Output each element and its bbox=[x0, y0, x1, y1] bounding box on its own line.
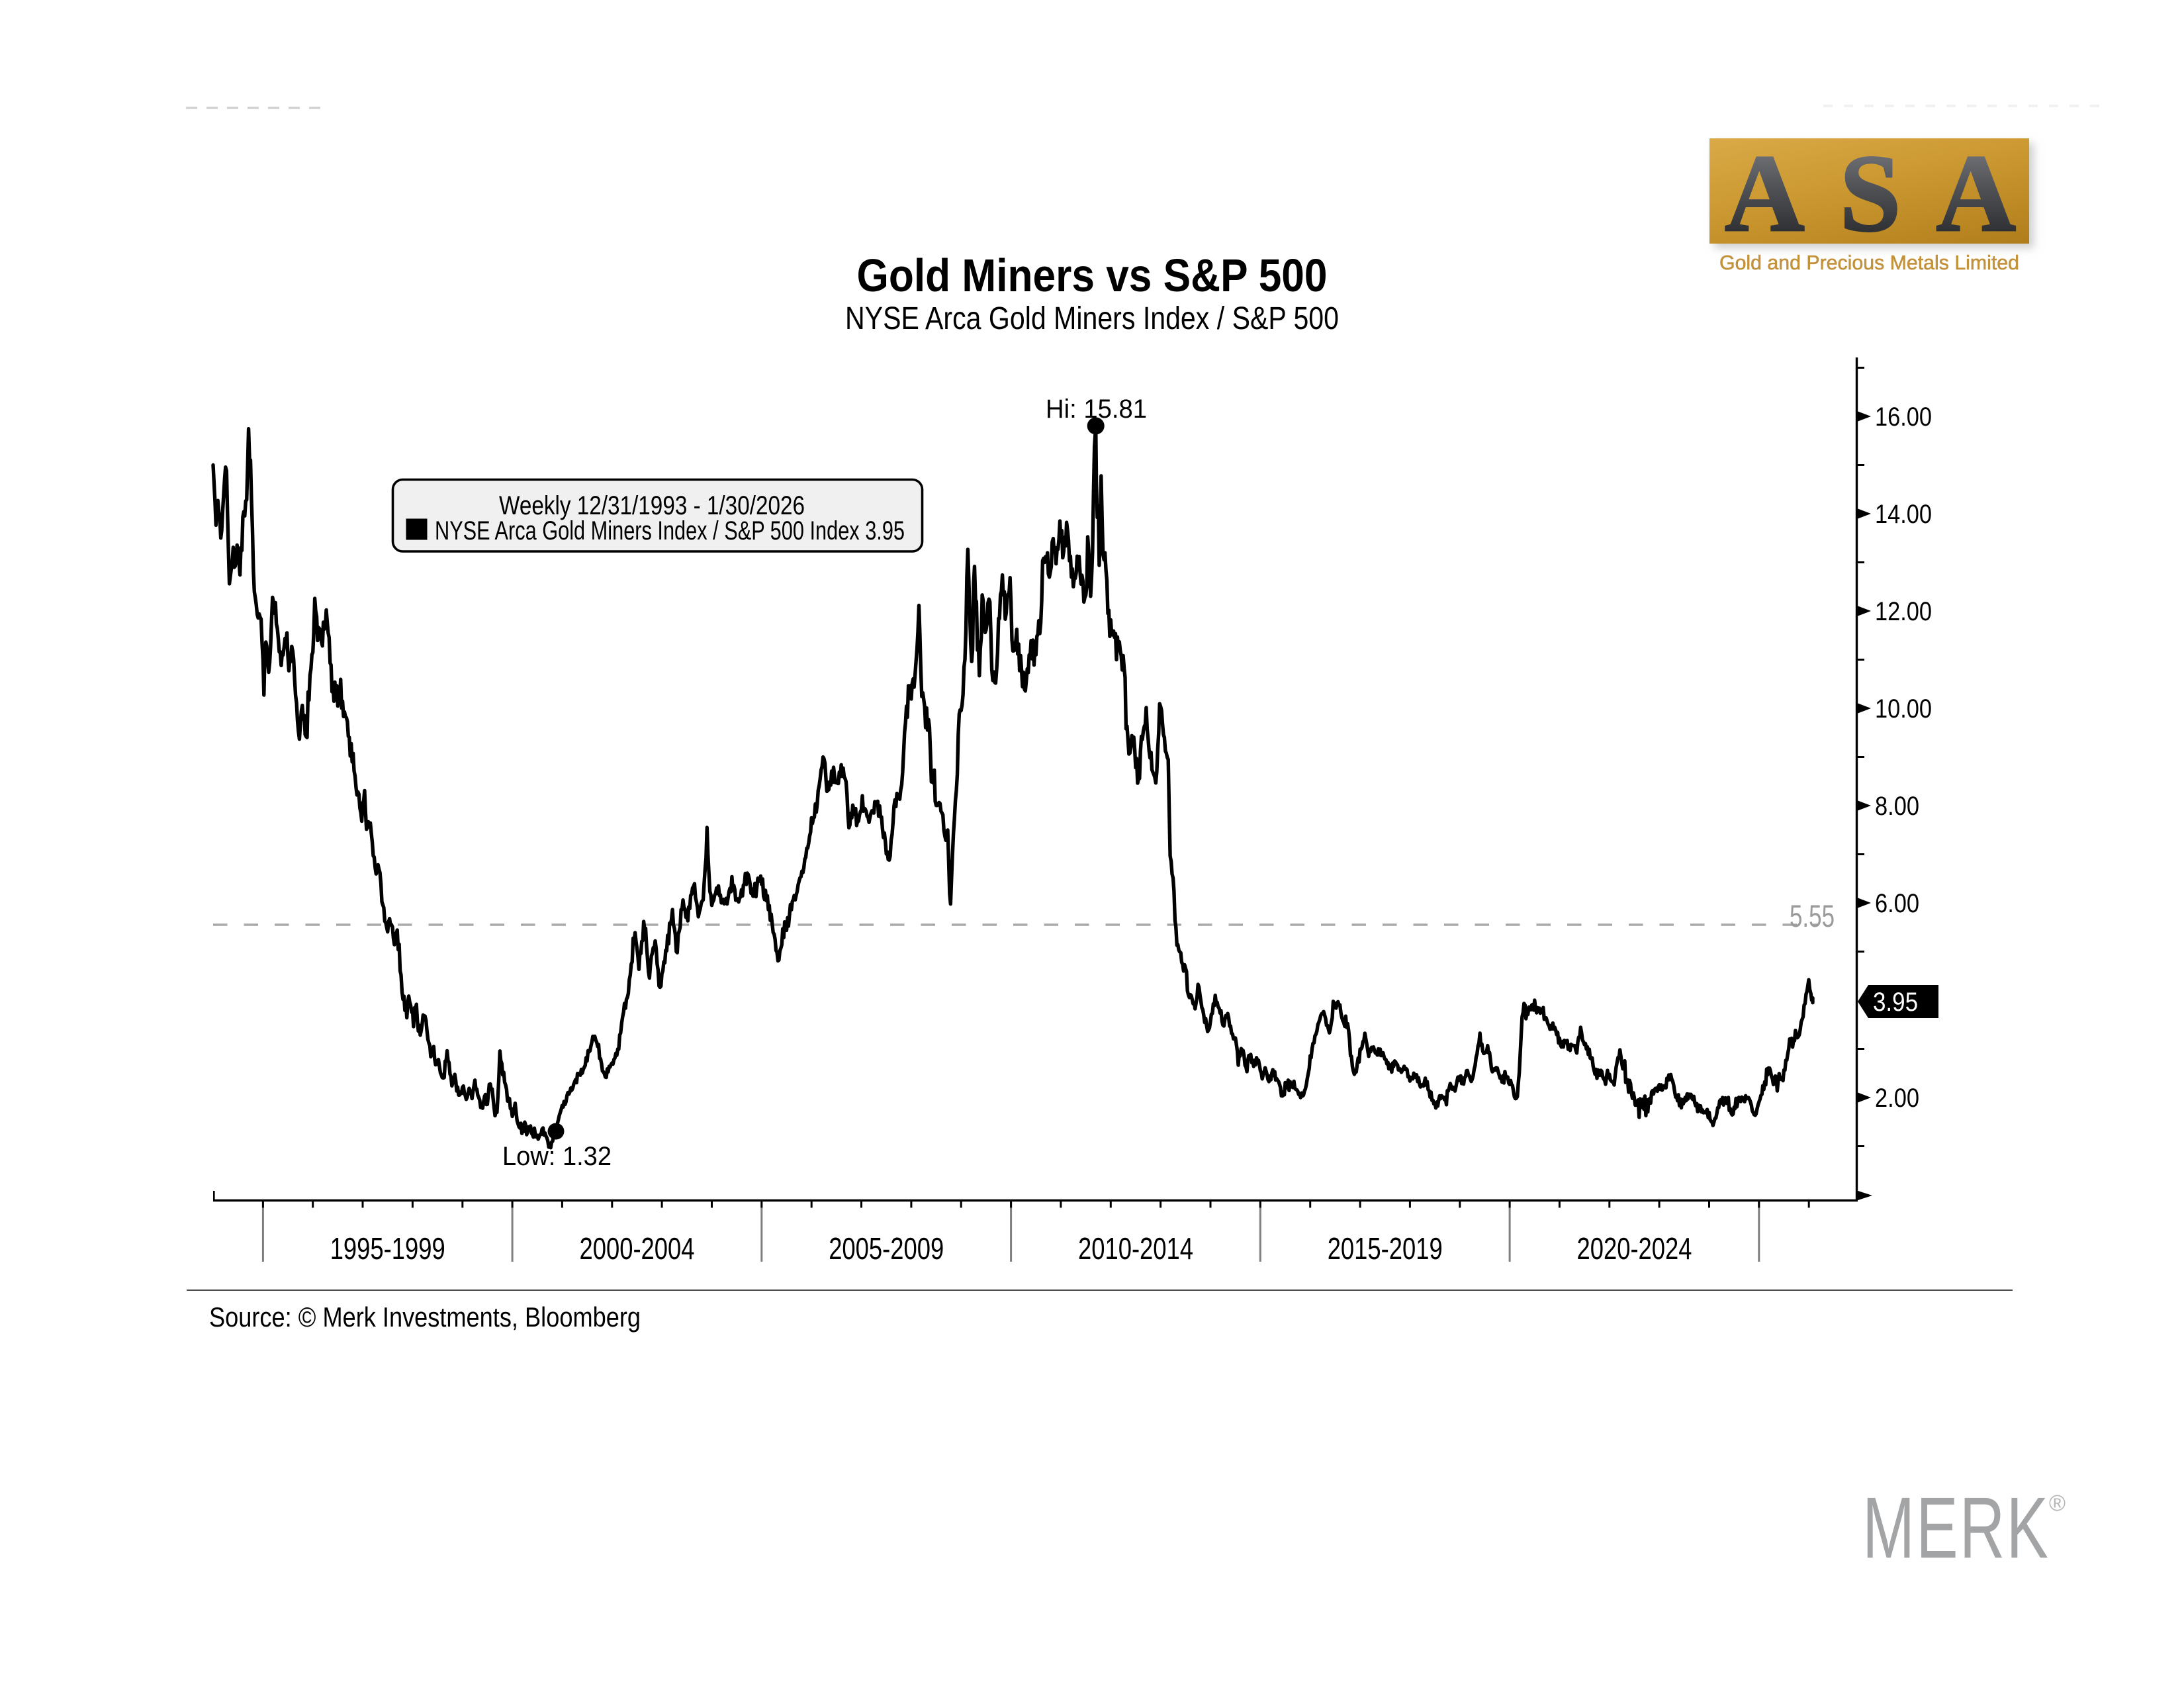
svg-text:16.00: 16.00 bbox=[1875, 402, 1932, 432]
svg-text:12.00: 12.00 bbox=[1875, 597, 1932, 626]
svg-text:NYSE Arca Gold Miners Index /: NYSE Arca Gold Miners Index / S&P 500 In… bbox=[435, 516, 905, 545]
svg-text:ASA: ASA bbox=[1725, 132, 2016, 255]
svg-text:6.00: 6.00 bbox=[1875, 889, 1919, 918]
svg-text:Source: © Merk Investments, Bl: Source: © Merk Investments, Bloomberg bbox=[209, 1301, 641, 1333]
svg-text:2005-2009: 2005-2009 bbox=[829, 1231, 944, 1266]
svg-text:5.55: 5.55 bbox=[1790, 898, 1835, 933]
svg-text:2000-2004: 2000-2004 bbox=[580, 1231, 695, 1266]
svg-text:2010-2014: 2010-2014 bbox=[1078, 1231, 1193, 1266]
svg-text:Gold Miners vs S&P 500: Gold Miners vs S&P 500 bbox=[857, 250, 1328, 301]
svg-text:3.95: 3.95 bbox=[1873, 988, 1918, 1017]
svg-text:1995-1999: 1995-1999 bbox=[330, 1231, 445, 1266]
svg-text:2.00: 2.00 bbox=[1875, 1084, 1919, 1113]
svg-text:Hi: 15.81: Hi: 15.81 bbox=[1046, 395, 1147, 424]
svg-text:14.00: 14.00 bbox=[1875, 500, 1932, 529]
svg-text:Weekly 12/31/1993 - 1/30/2026: Weekly 12/31/1993 - 1/30/2026 bbox=[499, 491, 805, 520]
svg-text:2020-2024: 2020-2024 bbox=[1577, 1231, 1692, 1266]
svg-text:8.00: 8.00 bbox=[1875, 792, 1919, 821]
svg-text:2015-2019: 2015-2019 bbox=[1328, 1231, 1443, 1266]
svg-text:NYSE Arca Gold Miners Index /: NYSE Arca Gold Miners Index / S&P 500 bbox=[845, 301, 1339, 336]
svg-text:Low: 1.32: Low: 1.32 bbox=[502, 1142, 612, 1171]
svg-text:10.00: 10.00 bbox=[1875, 694, 1932, 724]
svg-text:Gold and Precious Metals Limit: Gold and Precious Metals Limited bbox=[1719, 251, 2019, 274]
